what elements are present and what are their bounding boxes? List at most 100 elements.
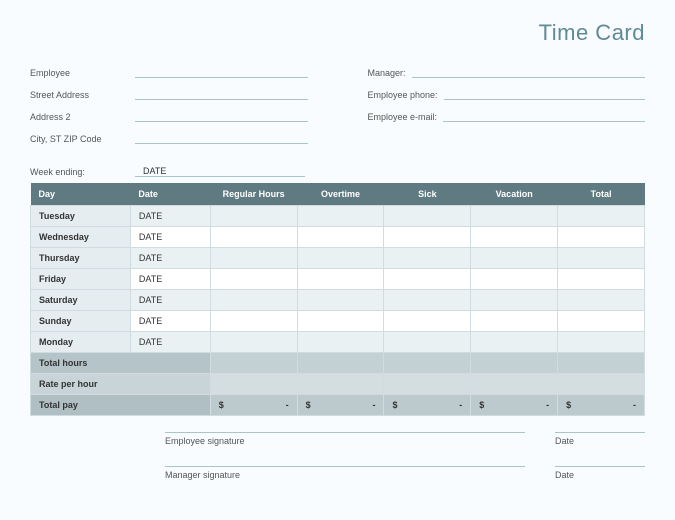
- date-cell[interactable]: DATE: [130, 311, 210, 332]
- summary-cell: [558, 353, 645, 374]
- hours-cell[interactable]: [297, 311, 384, 332]
- summary-label: Total hours: [31, 353, 211, 374]
- hours-cell[interactable]: [471, 248, 558, 269]
- week-ending-row: Week ending: DATE: [30, 166, 645, 177]
- signature-line[interactable]: Manager signature: [165, 466, 525, 480]
- hours-cell[interactable]: [297, 227, 384, 248]
- hours-cell[interactable]: [210, 311, 297, 332]
- currency-value: -: [372, 400, 375, 410]
- date-cell[interactable]: DATE: [130, 332, 210, 353]
- date-cell[interactable]: DATE: [130, 227, 210, 248]
- info-input-line[interactable]: [443, 110, 645, 122]
- currency-value: -: [633, 400, 636, 410]
- date-cell[interactable]: DATE: [130, 248, 210, 269]
- info-label: City, ST ZIP Code: [30, 134, 135, 144]
- table-row: MondayDATE: [31, 332, 645, 353]
- hours-cell[interactable]: [471, 269, 558, 290]
- summary-cell[interactable]: [558, 374, 645, 395]
- info-row: Street Address: [30, 88, 308, 100]
- date-cell[interactable]: DATE: [130, 206, 210, 227]
- hours-cell[interactable]: [558, 311, 645, 332]
- currency-symbol: $: [479, 400, 484, 410]
- signature-date-line[interactable]: Date: [555, 432, 645, 446]
- column-header: Vacation: [471, 183, 558, 206]
- info-row: City, ST ZIP Code: [30, 132, 308, 144]
- week-ending-value[interactable]: DATE: [135, 166, 305, 177]
- table-row: TuesdayDATE: [31, 206, 645, 227]
- hours-cell[interactable]: [210, 227, 297, 248]
- summary-label: Total pay: [31, 395, 211, 416]
- summary-cell[interactable]: [384, 374, 471, 395]
- column-header: Date: [130, 183, 210, 206]
- info-input-line[interactable]: [135, 66, 308, 78]
- hours-cell[interactable]: [471, 311, 558, 332]
- summary-cell: $-: [471, 395, 558, 416]
- hours-cell[interactable]: [471, 227, 558, 248]
- currency-symbol: $: [306, 400, 311, 410]
- hours-cell[interactable]: [297, 269, 384, 290]
- summary-cell: $-: [210, 395, 297, 416]
- hours-cell[interactable]: [297, 248, 384, 269]
- hours-cell[interactable]: [384, 311, 471, 332]
- hours-cell[interactable]: [210, 290, 297, 311]
- timecard-table: DayDateRegular HoursOvertimeSickVacation…: [30, 183, 645, 416]
- hours-cell[interactable]: [384, 206, 471, 227]
- column-header: Day: [31, 183, 131, 206]
- column-header: Total: [558, 183, 645, 206]
- hours-cell[interactable]: [471, 290, 558, 311]
- hours-cell[interactable]: [384, 332, 471, 353]
- info-input-line[interactable]: [412, 66, 645, 78]
- info-section: Employee Street Address Address 2 City, ST …: [30, 66, 645, 154]
- summary-cell[interactable]: [297, 374, 384, 395]
- hours-cell[interactable]: [210, 206, 297, 227]
- hours-cell[interactable]: [558, 227, 645, 248]
- summary-cell[interactable]: [210, 374, 297, 395]
- hours-cell[interactable]: [297, 290, 384, 311]
- summary-cell: [471, 353, 558, 374]
- hours-cell[interactable]: [210, 248, 297, 269]
- signature-date-line[interactable]: Date: [555, 466, 645, 480]
- summary-cell: $-: [297, 395, 384, 416]
- info-row: Address 2: [30, 110, 308, 122]
- info-label: Employee phone:: [368, 90, 438, 100]
- hours-cell[interactable]: [558, 332, 645, 353]
- info-input-line[interactable]: [135, 132, 308, 144]
- hours-cell[interactable]: [384, 269, 471, 290]
- summary-cell[interactable]: [471, 374, 558, 395]
- date-cell[interactable]: DATE: [130, 290, 210, 311]
- day-cell: Wednesday: [31, 227, 131, 248]
- hours-cell[interactable]: [210, 269, 297, 290]
- hours-cell[interactable]: [471, 332, 558, 353]
- hours-cell[interactable]: [558, 290, 645, 311]
- hours-cell[interactable]: [384, 290, 471, 311]
- info-right-column: Manager: Employee phone: Employee e-mail:: [368, 66, 646, 154]
- info-input-line[interactable]: [444, 88, 645, 100]
- info-input-line[interactable]: [135, 110, 308, 122]
- info-label: Employee e-mail:: [368, 112, 438, 122]
- hours-cell[interactable]: [210, 332, 297, 353]
- info-label: Street Address: [30, 90, 135, 100]
- table-row: WednesdayDATE: [31, 227, 645, 248]
- info-label: Manager:: [368, 68, 406, 78]
- hours-cell[interactable]: [558, 269, 645, 290]
- table-row: FridayDATE: [31, 269, 645, 290]
- info-row: Employee e-mail:: [368, 110, 646, 122]
- hours-cell[interactable]: [384, 227, 471, 248]
- summary-row: Rate per hour: [31, 374, 645, 395]
- table-row: SundayDATE: [31, 311, 645, 332]
- signature-section: Employee signature Date Manager signature D…: [165, 432, 645, 480]
- hours-cell[interactable]: [471, 206, 558, 227]
- hours-cell[interactable]: [558, 206, 645, 227]
- hours-cell[interactable]: [558, 248, 645, 269]
- summary-cell: [210, 353, 297, 374]
- summary-cell: $-: [558, 395, 645, 416]
- info-input-line[interactable]: [135, 88, 308, 100]
- date-cell[interactable]: DATE: [130, 269, 210, 290]
- hours-cell[interactable]: [384, 248, 471, 269]
- hours-cell[interactable]: [297, 206, 384, 227]
- signature-line[interactable]: Employee signature: [165, 432, 525, 446]
- info-label: Employee: [30, 68, 135, 78]
- day-cell: Thursday: [31, 248, 131, 269]
- summary-row: Total pay$-$-$-$-$-: [31, 395, 645, 416]
- hours-cell[interactable]: [297, 332, 384, 353]
